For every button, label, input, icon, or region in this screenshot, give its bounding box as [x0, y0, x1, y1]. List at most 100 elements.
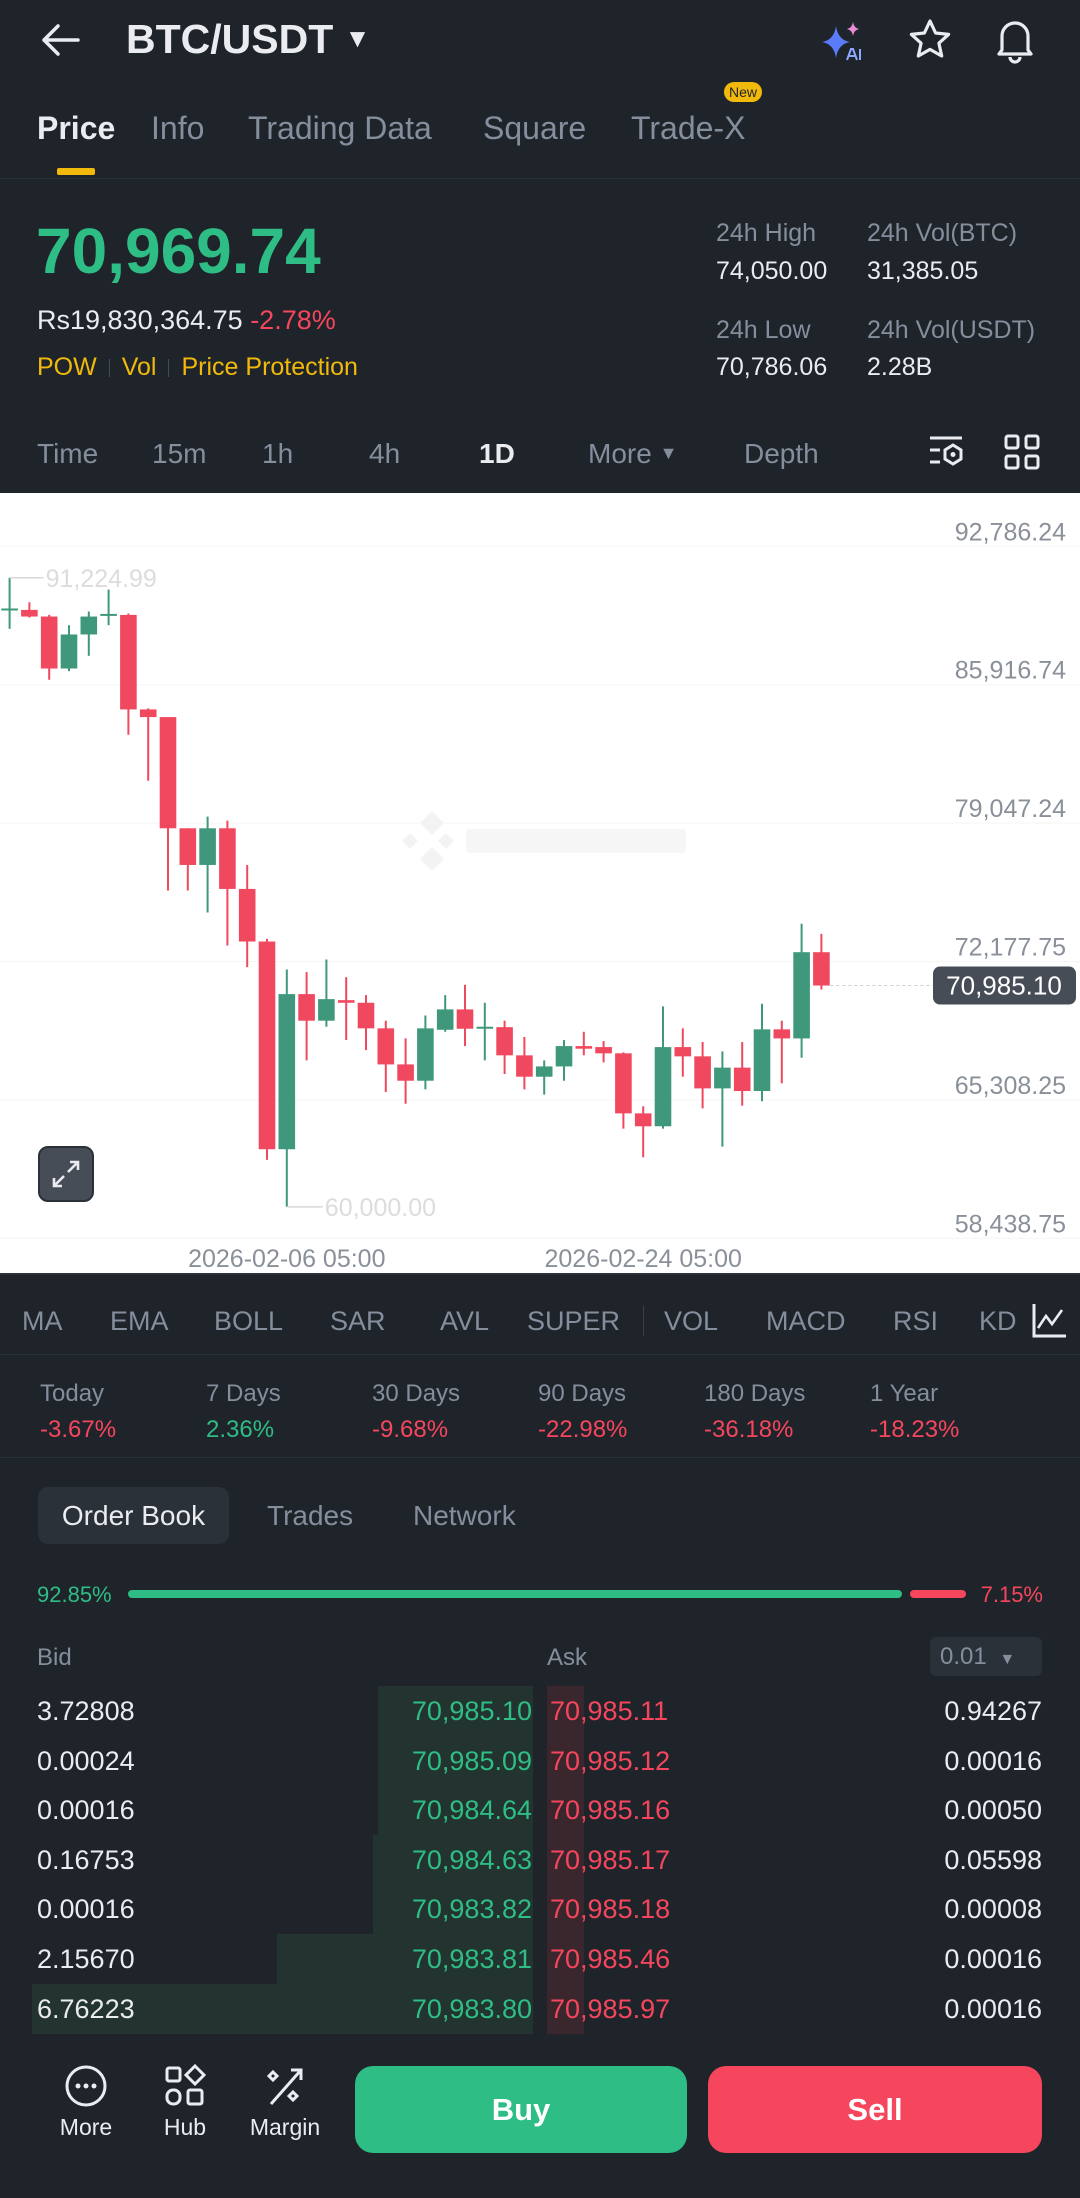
- candle-body[interactable]: [1, 608, 18, 611]
- tag-pow[interactable]: POW: [37, 353, 97, 381]
- fullscreen-button[interactable]: [38, 1146, 94, 1202]
- tab-square[interactable]: Square: [483, 110, 587, 146]
- x-tick-label: 2026-02-06 05:00: [188, 1245, 385, 1273]
- candle-body[interactable]: [417, 1028, 434, 1081]
- indicator-rsi[interactable]: RSI: [893, 1306, 939, 1336]
- alert-button[interactable]: [991, 14, 1039, 64]
- interval-4h[interactable]: 4h: [369, 438, 401, 469]
- candle-body[interactable]: [60, 634, 78, 669]
- last-price: 70,969.74: [36, 215, 321, 287]
- indicator-kd[interactable]: KD: [979, 1306, 1017, 1336]
- candle-body[interactable]: [238, 888, 256, 942]
- candle-body[interactable]: [318, 999, 335, 1021]
- tab-trading-data[interactable]: Trading Data: [248, 110, 432, 146]
- period-label: 1 Year: [870, 1380, 939, 1407]
- indicator-avl[interactable]: AVL: [440, 1306, 490, 1336]
- candle-body[interactable]: [595, 1047, 612, 1054]
- tab-trades[interactable]: Trades: [267, 1500, 354, 1531]
- interval-1h[interactable]: 1h: [262, 438, 294, 469]
- candle-body[interactable]: [436, 1009, 454, 1030]
- candle-body[interactable]: [377, 1028, 395, 1065]
- candle-body[interactable]: [337, 1000, 355, 1003]
- indicator-boll[interactable]: BOLL: [214, 1306, 284, 1336]
- candle-body[interactable]: [456, 1009, 474, 1029]
- candle-body[interactable]: [793, 952, 810, 1039]
- tab-price[interactable]: Price: [37, 110, 116, 146]
- layout-grid-button[interactable]: [1003, 433, 1041, 471]
- candle-body[interactable]: [139, 709, 157, 718]
- back-button[interactable]: [38, 18, 88, 62]
- precision-select[interactable]: 0.01 ▼: [930, 1637, 1042, 1676]
- tab-info[interactable]: Info: [151, 110, 205, 146]
- indicator-vol[interactable]: VOL: [664, 1306, 719, 1336]
- candle-body[interactable]: [615, 1053, 632, 1114]
- candle-body[interactable]: [714, 1067, 731, 1089]
- candle-body[interactable]: [654, 1047, 672, 1127]
- ai-button[interactable]: [820, 18, 870, 66]
- candle-body[interactable]: [80, 616, 98, 635]
- nav-hub[interactable]: Hub: [140, 2063, 230, 2141]
- order-book-row[interactable]: 6.76223 70,983.80 70,985.97 0.00016: [0, 1983, 1080, 2034]
- candle-body[interactable]: [120, 614, 137, 710]
- candle-body[interactable]: [278, 994, 296, 1150]
- tag-price-protection[interactable]: Price Protection: [181, 353, 358, 381]
- candle-body[interactable]: [179, 828, 197, 865]
- candle-body[interactable]: [258, 941, 276, 1150]
- candle-body[interactable]: [100, 613, 117, 616]
- interval-1d[interactable]: 1D: [479, 438, 515, 469]
- tab-network[interactable]: Network: [413, 1500, 516, 1531]
- candle-body[interactable]: [357, 1002, 375, 1029]
- chart-settings-button[interactable]: [926, 432, 966, 472]
- favorite-button[interactable]: [906, 16, 954, 64]
- candle-body[interactable]: [753, 1029, 771, 1092]
- candle-body[interactable]: [694, 1056, 711, 1089]
- candle-body[interactable]: [219, 828, 236, 889]
- depth-tab[interactable]: Depth: [744, 438, 819, 469]
- candle-body[interactable]: [397, 1064, 414, 1081]
- candle-body[interactable]: [555, 1046, 573, 1067]
- indicator-super[interactable]: SUPER: [527, 1306, 621, 1336]
- sell-button[interactable]: Sell: [708, 2066, 1042, 2153]
- bid-depth-bar: [277, 1934, 533, 1984]
- tab-trade-x[interactable]: Trade-X: [631, 110, 746, 146]
- order-book-row[interactable]: 0.00016 70,983.82 70,985.18 0.00008: [0, 1884, 1080, 1935]
- interval-15m[interactable]: 15m: [152, 438, 207, 469]
- candle-body[interactable]: [159, 717, 177, 829]
- price-change: -2.78%: [250, 305, 336, 335]
- candle-body[interactable]: [21, 609, 38, 617]
- candle-body[interactable]: [298, 994, 315, 1021]
- candle-body[interactable]: [40, 616, 58, 669]
- candle-body[interactable]: [813, 952, 830, 986]
- candle-body[interactable]: [476, 1026, 494, 1029]
- indicator-settings-button[interactable]: [1030, 1300, 1070, 1340]
- candle-body[interactable]: [773, 1029, 791, 1039]
- fiat-value: Rs19,830,364.75: [37, 305, 243, 335]
- candle-body[interactable]: [575, 1046, 593, 1049]
- order-book-row[interactable]: 0.00024 70,985.09 70,985.12 0.00016: [0, 1735, 1080, 1786]
- indicator-ema[interactable]: EMA: [110, 1306, 169, 1336]
- interval-time[interactable]: Time: [37, 438, 99, 469]
- buy-button[interactable]: Buy: [355, 2066, 687, 2153]
- order-book-row[interactable]: 2.15670 70,983.81 70,985.46 0.00016: [0, 1934, 1080, 1984]
- candle-body[interactable]: [634, 1113, 652, 1127]
- candle-body[interactable]: [674, 1047, 692, 1057]
- interval-more[interactable]: More ▼: [588, 438, 677, 470]
- candle-body[interactable]: [733, 1067, 751, 1092]
- pair-selector[interactable]: BTC/USDT ▼: [126, 16, 370, 63]
- candle-body[interactable]: [516, 1055, 533, 1077]
- order-book-row[interactable]: 0.16753 70,984.63 70,985.17 0.05598: [0, 1834, 1080, 1885]
- candle-body[interactable]: [535, 1066, 553, 1077]
- indicator-sar[interactable]: SAR: [330, 1306, 386, 1336]
- order-book-row[interactable]: 3.72808 70,985.10 70,985.11 0.94267: [0, 1686, 1080, 1736]
- indicator-macd[interactable]: MACD: [766, 1306, 846, 1336]
- candlestick-chart[interactable]: 92,786.24 85,916.74 79,047.24 72,177.75 65,3…: [0, 493, 1080, 1273]
- indicator-ma[interactable]: MA: [22, 1306, 63, 1336]
- tab-order-book[interactable]: Order Book: [38, 1487, 229, 1544]
- nav-more[interactable]: More: [41, 2064, 131, 2141]
- tag-vol[interactable]: Vol: [121, 353, 157, 381]
- candle-body[interactable]: [496, 1027, 513, 1056]
- order-book-row[interactable]: 0.00016 70,984.64 70,985.16 0.00050: [0, 1785, 1080, 1836]
- chart-canvas[interactable]: 92,786.24 85,916.74 79,047.24 72,177.75 65,3…: [0, 493, 1080, 1273]
- candle-body[interactable]: [199, 828, 216, 865]
- nav-margin[interactable]: Margin: [240, 2064, 330, 2141]
